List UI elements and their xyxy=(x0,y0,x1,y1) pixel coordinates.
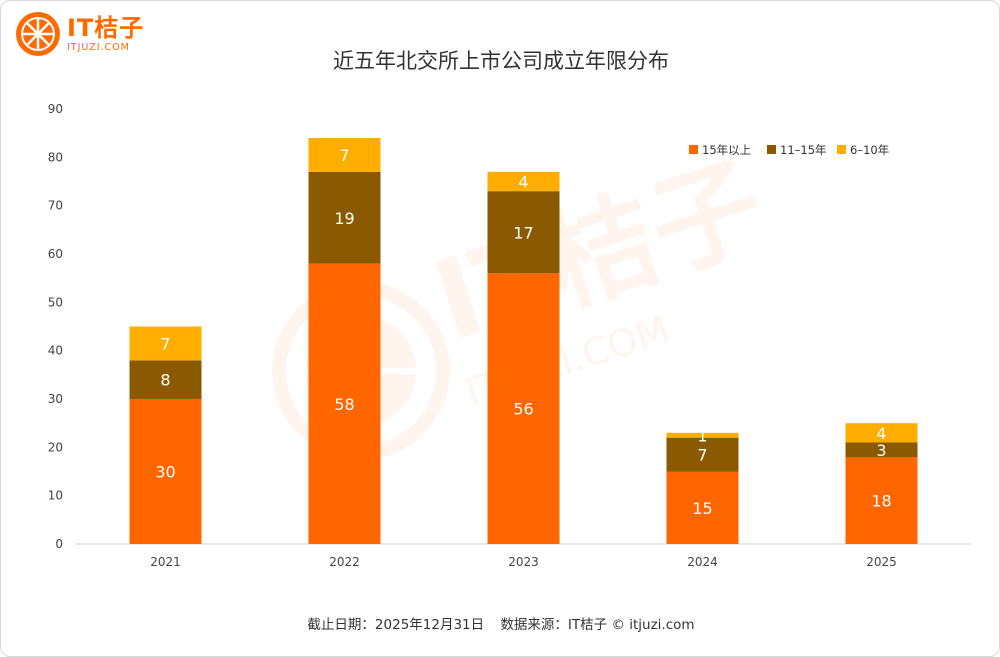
bar-segment xyxy=(308,263,381,544)
bar-segment xyxy=(308,171,381,264)
y-tick-label: 30 xyxy=(48,392,63,406)
data-label: 3 xyxy=(876,441,886,460)
x-tick-label: 2021 xyxy=(150,555,181,569)
y-tick-label: 50 xyxy=(48,295,63,309)
bar-segment xyxy=(845,423,918,443)
legend-swatch xyxy=(837,145,846,154)
bar-segment xyxy=(129,326,202,361)
data-label: 7 xyxy=(160,334,170,353)
legend-swatch xyxy=(689,145,698,154)
chart-title: 近五年北交所上市公司成立年限分布 xyxy=(333,49,669,73)
bar-segment xyxy=(129,399,202,544)
bar-segment xyxy=(845,442,918,457)
y-tick-label: 90 xyxy=(48,102,63,116)
orange-slice-icon xyxy=(16,12,60,56)
y-tick-label: 40 xyxy=(48,344,63,358)
brand-name: IT桔子 xyxy=(67,14,145,42)
legend-label: 6–10年 xyxy=(850,143,889,157)
legend-label: 11–15年 xyxy=(780,143,827,157)
x-tick-label: 2023 xyxy=(508,555,539,569)
brand-url: ITJUZI.COM xyxy=(67,42,130,53)
y-tick-label: 0 xyxy=(55,537,63,551)
data-label: 56 xyxy=(513,400,533,419)
x-tick-label: 2024 xyxy=(687,555,718,569)
data-label: 17 xyxy=(513,223,533,242)
footer-date: 截止日期：2025年12月31日 xyxy=(307,617,485,633)
bar-segment xyxy=(666,471,739,544)
bar-segment xyxy=(845,457,918,544)
data-label: 19 xyxy=(334,209,354,228)
bar-segment xyxy=(666,432,739,438)
bar-segment xyxy=(487,273,560,544)
y-tick-label: 60 xyxy=(48,247,63,261)
bar-segment xyxy=(487,171,560,192)
bar-segment xyxy=(308,138,381,172)
data-label: 4 xyxy=(518,173,528,192)
data-label: 15 xyxy=(692,499,712,518)
footer: 截止日期：2025年12月31日 数据来源：IT桔子 © itjuzi.com xyxy=(1,613,999,633)
bar-segment xyxy=(666,437,739,472)
data-label: 7 xyxy=(697,446,707,465)
data-label: 4 xyxy=(876,424,886,443)
y-tick-label: 10 xyxy=(48,489,63,503)
x-tick-label: 2022 xyxy=(329,555,360,569)
data-label: 7 xyxy=(339,146,349,165)
x-tick-label: 2025 xyxy=(866,555,897,569)
bar-segment xyxy=(129,360,202,399)
data-label: 18 xyxy=(871,492,891,511)
legend-label: 15年以上 xyxy=(702,143,751,157)
data-label: 8 xyxy=(160,371,170,390)
brand-logo: IT桔子 ITJUZI.COM xyxy=(15,11,144,57)
data-label: 58 xyxy=(334,395,354,414)
bar-segment xyxy=(487,191,560,274)
data-label: 1 xyxy=(697,426,707,445)
y-tick-label: 20 xyxy=(48,440,63,454)
legend-swatch xyxy=(767,145,776,154)
data-label: 30 xyxy=(155,463,175,482)
footer-source: 数据来源：IT桔子 © itjuzi.com xyxy=(500,617,695,633)
y-tick-label: 80 xyxy=(48,150,63,164)
y-tick-label: 70 xyxy=(48,199,63,213)
